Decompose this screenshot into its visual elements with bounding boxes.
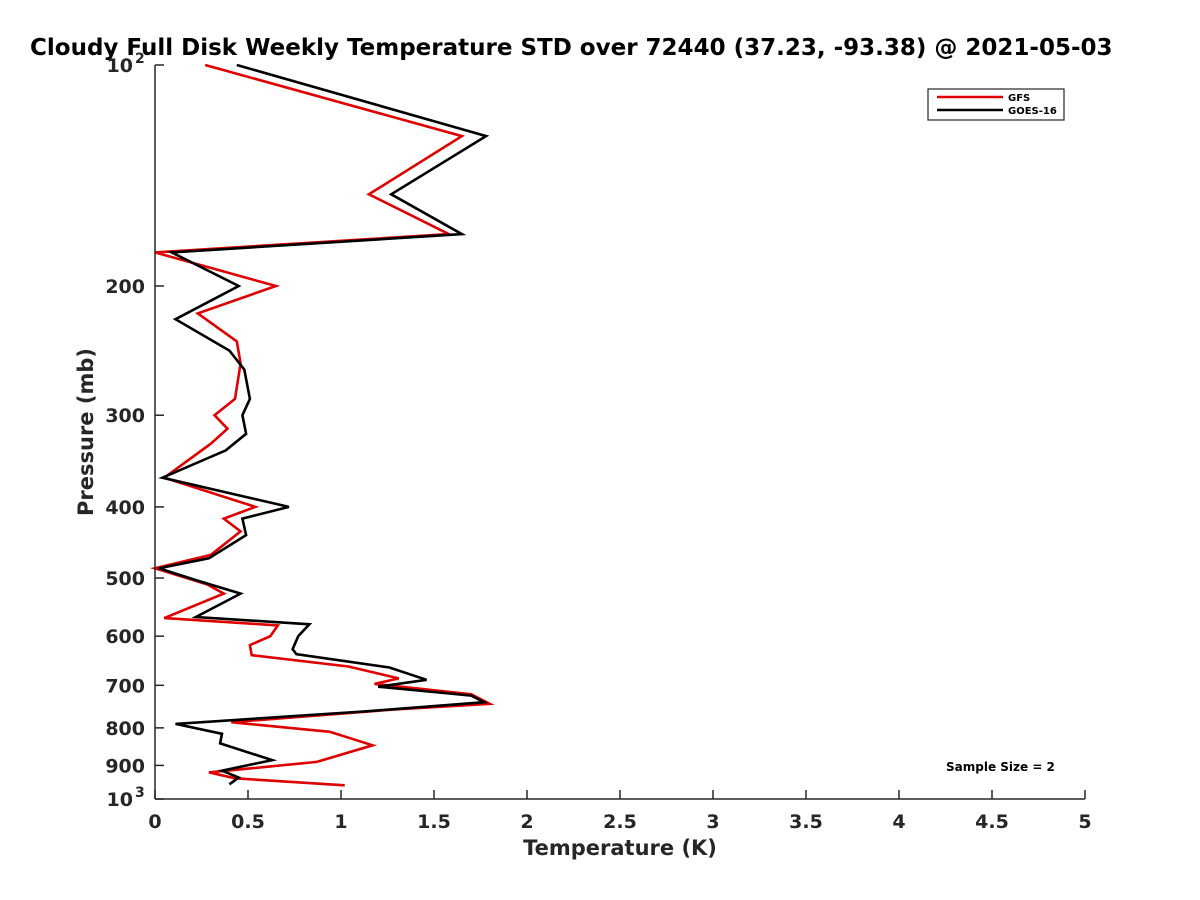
y-tick-label: 700 (105, 675, 145, 697)
y-tick-label: 400 (105, 497, 145, 519)
legend: GFS GOES-16 (927, 88, 1065, 121)
y-tick-label: 200 (105, 276, 145, 298)
sample-size-annotation: Sample Size = 2 (946, 760, 1055, 774)
y-tick-label: 600 (105, 626, 145, 648)
series-layer (150, 63, 495, 787)
x-tick-label: 0.5 (231, 811, 265, 833)
x-tick-label: 5 (1078, 811, 1091, 833)
series-line-gfs (150, 63, 495, 787)
y-tick-label: 800 (105, 718, 145, 740)
x-tick-label: 4.5 (975, 811, 1009, 833)
series-line-goes-16 (158, 63, 490, 786)
x-tick-label: 1.5 (417, 811, 451, 833)
x-axis-ticks: 0 0.5 1 1.5 2 2.5 3 3.5 4 4.5 5 (148, 790, 1092, 833)
legend-box (927, 88, 1065, 121)
x-tick-label: 1 (334, 811, 347, 833)
y-tick-label: 10 (107, 55, 133, 77)
legend-label-goes-16: GOES-16 (1008, 106, 1057, 117)
x-tick-label: 3.5 (789, 811, 823, 833)
x-tick-label: 3 (706, 811, 719, 833)
y-tick-label: 500 (105, 568, 145, 590)
x-tick-label: 2.5 (603, 811, 637, 833)
y-tick-exponent: 3 (135, 785, 145, 801)
y-axis-label: Pressure (mb) (74, 348, 98, 516)
y-tick-label: 10 (107, 789, 133, 811)
x-axis-label: Temperature (K) (523, 836, 717, 860)
y-tick-exponent: 2 (135, 51, 145, 67)
chart-title: Cloudy Full Disk Weekly Temperature STD … (30, 35, 1113, 61)
x-tick-label: 4 (892, 811, 905, 833)
y-tick-label: 900 (105, 755, 145, 777)
y-tick-label: 300 (105, 405, 145, 427)
x-tick-label: 2 (520, 811, 533, 833)
x-tick-label: 0 (148, 811, 161, 833)
legend-label-gfs: GFS (1008, 93, 1030, 104)
